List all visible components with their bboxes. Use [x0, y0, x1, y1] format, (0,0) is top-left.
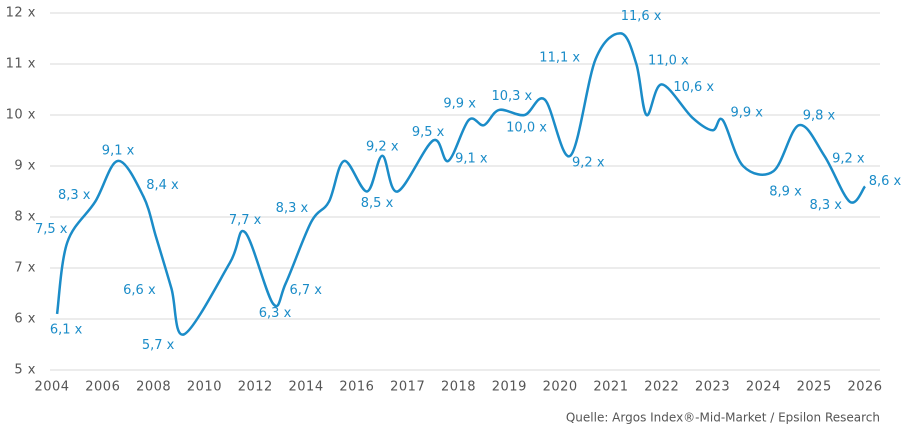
data-label: 6,1 x [50, 322, 83, 337]
data-label: 8,4 x [146, 178, 179, 193]
data-label: 9,2 x [366, 139, 399, 154]
data-label: 6,7 x [289, 283, 322, 298]
data-label: 9,2 x [572, 155, 605, 170]
data-label: 9,5 x [412, 125, 445, 140]
data-label: 9,8 x [803, 109, 836, 124]
data-label: 8,5 x [361, 196, 394, 211]
x-tick-label: 2008 [136, 380, 171, 395]
x-tick-label: 2018 [441, 380, 476, 395]
data-label: 10,6 x [673, 80, 714, 95]
data-label: 5,7 x [142, 338, 175, 353]
data-label: 9,9 x [730, 106, 763, 121]
source: Quelle: Argos Index®-Mid-Market / Epsilo… [566, 411, 880, 425]
y-tick-label: 6 x [14, 312, 36, 327]
y-tick-label: 8 x [14, 210, 36, 225]
x-tick-label: 2026 [847, 380, 882, 395]
data-label: 11,6 x [621, 9, 662, 24]
data-label: 8,3 x [276, 201, 309, 216]
y-tick-label: 11 x [6, 57, 36, 72]
data-label: 8,3 x [810, 198, 843, 213]
data-label: 8,9 x [769, 185, 802, 200]
x-tick-label: 2004 [34, 380, 69, 395]
data-label: 10,0 x [506, 121, 547, 136]
x-tick-label: 2016 [339, 380, 374, 395]
x-tick-label: 2006 [85, 380, 120, 395]
x-tick-label: 2021 [593, 380, 628, 395]
y-tick-label: 12 x [6, 6, 36, 21]
line [55, 32, 867, 336]
x-tick-label: 2023 [695, 380, 730, 395]
x-tick-label: 2024 [746, 380, 781, 395]
x-tick-label: 2014 [289, 380, 324, 395]
data-label: 10,3 x [491, 89, 532, 104]
x-tick-label: 2019 [492, 380, 527, 395]
data-label: 9,2 x [832, 151, 865, 166]
data-label: 7,5 x [35, 222, 68, 237]
y-tick-label: 7 x [14, 261, 36, 276]
data-label: 9,9 x [443, 97, 476, 112]
data-label: 11,1 x [539, 50, 580, 65]
x-tick-label: 2012 [238, 380, 273, 395]
x-tick-label: 2020 [543, 380, 578, 395]
y-tick-label: 9 x [14, 159, 36, 174]
y-tick-label: 5 x [14, 363, 36, 378]
x-tick-label: 2022 [644, 380, 679, 395]
y-tick-label: 10 x [6, 108, 36, 123]
data-label: 6,3 x [259, 306, 292, 321]
data-label: 6,6 x [123, 283, 156, 298]
x-tick-label: 2025 [797, 380, 832, 395]
data-label: 8,6 x [869, 174, 901, 189]
data-label: 9,1 x [455, 151, 488, 166]
x-tick-label: 2017 [390, 380, 425, 395]
data-label: 11,0 x [648, 54, 689, 69]
data-label: 7,7 x [229, 213, 262, 228]
x-tick-label: 2010 [187, 380, 222, 395]
data-label: 9,1 x [102, 143, 135, 158]
data-label: 8,3 x [58, 188, 91, 203]
